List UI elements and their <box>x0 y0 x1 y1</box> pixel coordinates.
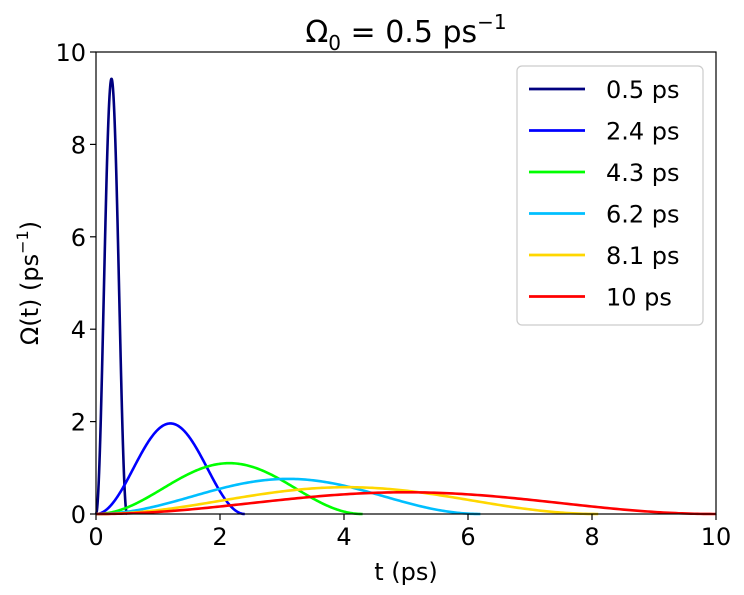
legend-label: 2.4 ps <box>606 118 680 146</box>
tick-layer: 0 2 4 6 8 10 0 2 4 6 8 10 <box>55 39 731 551</box>
x-tick-label: 0 <box>88 523 103 551</box>
series-line-0 <box>94 77 129 516</box>
x-tick-label: 4 <box>336 523 351 551</box>
legend-label: 4.3 ps <box>606 159 680 187</box>
x-tick-label: 10 <box>701 523 732 551</box>
series-line-1 <box>95 422 246 516</box>
x-axis-label: t (ps) <box>374 558 438 586</box>
chart-title: Ω0 = 0.5 ps−1 <box>305 10 506 55</box>
x-tick-label: 6 <box>460 523 475 551</box>
x-tick-label: 8 <box>584 523 599 551</box>
y-tick-label: 8 <box>71 131 86 159</box>
y-tick-label: 10 <box>55 39 86 67</box>
series-line-4 <box>95 485 599 516</box>
legend-label: 6.2 ps <box>606 201 680 229</box>
plot-frame <box>95 51 717 515</box>
y-tick-label: 0 <box>71 501 86 529</box>
y-tick-label: 4 <box>71 316 86 344</box>
legend: 0.5 ps 2.4 ps 4.3 ps 6.2 ps 8.1 ps 10 ps <box>516 65 704 326</box>
y-tick-label: 6 <box>71 224 86 252</box>
x-tick-label: 2 <box>212 523 227 551</box>
series-layer <box>94 77 717 516</box>
series-line-5 <box>95 490 717 516</box>
y-tick-label: 2 <box>71 409 86 437</box>
legend-label: 10 ps <box>606 284 672 312</box>
legend-label: 8.1 ps <box>606 242 680 270</box>
y-axis-label: Ω(t) (ps−1) <box>13 221 44 345</box>
series-line-2 <box>95 461 363 516</box>
legend-label: 0.5 ps <box>606 76 680 104</box>
series-line-3 <box>95 477 481 516</box>
